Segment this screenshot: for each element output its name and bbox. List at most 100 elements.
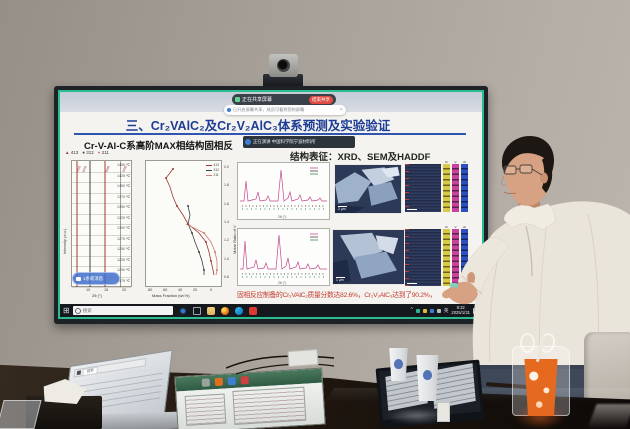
slide-title: 三、Cr₂VAlC₂及Cr₂V₂AlC₃体系预测及实验验证: [125, 119, 391, 133]
search-input[interactable]: [82, 308, 163, 313]
wall-tv: 正在共享屏幕 结束共享 已开启屏幕共享，成员可看到您的屏幕 × 三、Cr₂VAl…: [54, 86, 488, 324]
temp-label: 1450 ℃: [116, 163, 130, 167]
characterization-label: 结构表征：XRD、SEM及HADDF: [290, 152, 431, 163]
popup-monitor-content: [176, 382, 325, 429]
glasses: [503, 164, 543, 176]
cup-logo: [394, 358, 403, 369]
haadf-scale-bar: [407, 209, 417, 210]
xrd-x-axis-label: 2θ (°): [92, 293, 102, 298]
share-screen-icon: [235, 97, 240, 102]
molar-ytick: 1.0: [224, 257, 229, 261]
xrd-legend: ▲ 413 ● 312 ● 211: [65, 150, 109, 156]
rietveld-x-axis-label: 2θ (°): [278, 215, 287, 219]
ime-indicator[interactable]: 英: [443, 307, 449, 313]
molar-legend-211: 211: [213, 173, 219, 177]
taskbar-clock[interactable]: 8:32 2025/1/31: [451, 305, 470, 316]
rietveld-xrd-plot-1: 2θ (°): [237, 162, 330, 220]
eds-map-v: V: [452, 225, 459, 286]
paper-cup: [416, 355, 439, 401]
file-explorer-icon[interactable]: [206, 306, 215, 315]
camera-mount: [263, 74, 303, 88]
glass-object: [0, 400, 42, 429]
sem-scale-bar: 1 μm: [336, 277, 344, 282]
tray-app-icon[interactable]: [415, 308, 420, 313]
temp-label: 1275 ℃: [116, 236, 130, 241]
info-icon: [227, 108, 231, 112]
sem-scale-bar: 2 μm: [338, 206, 346, 211]
tray-app-icon[interactable]: [422, 308, 427, 313]
molar-ytick: 1.4: [224, 220, 229, 224]
sem-crystal: [375, 235, 399, 255]
meeting-chat-badge[interactable]: 1条新消息: [72, 272, 120, 285]
sem-image-1: 2 μm: [334, 164, 402, 214]
chair-reflection: [587, 404, 630, 429]
sweater-collar: [503, 203, 556, 231]
title-divider: [74, 133, 466, 135]
taskbar-search[interactable]: [72, 306, 173, 315]
xrd-xtick: 20: [122, 288, 127, 292]
temp-label: 1375 ℃: [116, 194, 130, 199]
tray-expand-icon[interactable]: ^: [410, 307, 413, 313]
legend-label-413: 413: [70, 150, 79, 155]
shared-screen: 正在共享屏幕 结束共享 已开启屏幕共享，成员可看到您的屏幕 × 三、Cr₂VAl…: [58, 90, 484, 319]
firefox-icon[interactable]: [220, 306, 229, 315]
eds-map-al: Al: [461, 225, 468, 286]
app-icon: [201, 378, 211, 387]
speaker-avatar: [245, 139, 251, 145]
tray-app-icon[interactable]: [429, 308, 434, 313]
molar-ytick: 1.8: [224, 183, 229, 187]
temp-label: 1350 ℃: [116, 205, 130, 209]
xrd-temperature-stack-chart: (002) (004) (006) (008) 1450 ℃ 1425 ℃ 14…: [71, 160, 132, 288]
eds-map-al: Al: [461, 160, 468, 212]
molar-ratio-chart: 413 312 211: [145, 160, 222, 287]
cortana-icon[interactable]: [178, 306, 187, 315]
mini-start-icon: [76, 370, 82, 376]
pointing-finger: [442, 288, 456, 299]
sem-image-2: 1 μm: [332, 229, 405, 285]
edge-browser-icon[interactable]: [234, 306, 243, 315]
molar-xtick: 40: [178, 288, 183, 292]
network-icon[interactable]: [436, 308, 441, 313]
laser-pointer: [450, 283, 458, 288]
close-icon[interactable]: ×: [339, 107, 343, 113]
element-label: Al: [463, 225, 466, 229]
temp-label: 1400 ℃: [116, 184, 130, 188]
office-chair-back: [584, 332, 630, 406]
molar-ytick: 1.6: [224, 202, 229, 206]
molar-chart-series: [165, 168, 218, 276]
active-speaker-pill: 正在演讲 中国科学院宁波材料所: [243, 136, 355, 148]
xrd-y-axis-label: Intensity (a.u.): [62, 228, 67, 254]
legend-label-312: 312: [86, 150, 94, 155]
mirrored-chart: [232, 386, 307, 425]
element-label: Cr: [444, 225, 449, 229]
share-status-label: 正在共享屏幕: [242, 97, 273, 103]
molar-xtick: 60: [163, 288, 168, 292]
rietveld-x-axis-label: 2θ (°): [278, 281, 287, 285]
stop-share-button[interactable]: 结束共享: [309, 95, 333, 104]
app-icon: [227, 376, 237, 386]
app-icon: [240, 376, 249, 385]
chat-badge-text: 1条新消息: [83, 275, 104, 281]
element-label: Cr: [444, 160, 449, 164]
mini-search-box: 搜索: [82, 366, 99, 376]
molar-legend: 413 312 211: [206, 163, 219, 177]
element-label: V: [454, 160, 457, 164]
cup-logo: [423, 369, 432, 380]
temp-label: 1300 ℃: [116, 226, 130, 230]
haadf-panel-2: Cr V Al: [405, 225, 472, 286]
molar-ytick: 1.2: [224, 238, 229, 242]
molar-xtick: 20: [193, 288, 198, 292]
chat-bubble-icon: [76, 276, 81, 281]
legend-dash-312: [206, 169, 213, 171]
screen-share-toolbar: 正在共享屏幕 结束共享: [232, 94, 336, 105]
temp-label: 1325 ℃: [116, 215, 130, 220]
molar-xtick: 0: [210, 288, 213, 292]
camera-lens-icon: [277, 59, 290, 72]
cups-reflection: [386, 408, 448, 424]
task-view-icon[interactable]: [192, 306, 201, 315]
start-button[interactable]: ⊞: [63, 305, 70, 315]
presenter-ear: [540, 172, 548, 184]
wps-icon[interactable]: [248, 306, 257, 315]
